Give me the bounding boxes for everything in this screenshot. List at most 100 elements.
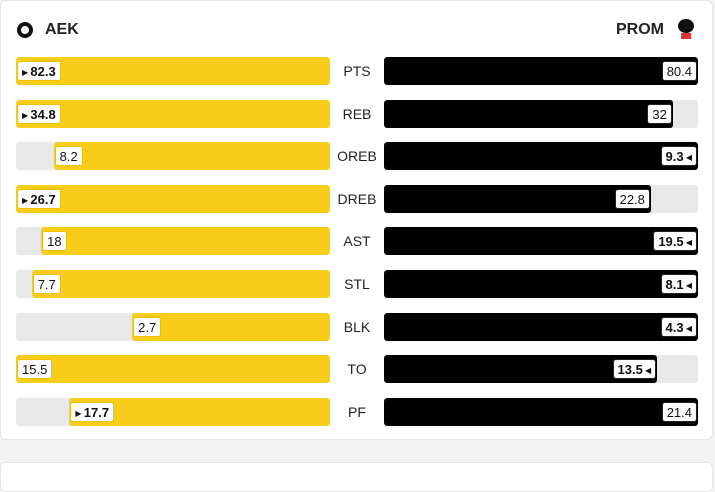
away-stat-value: 80.4 bbox=[661, 61, 697, 81]
home-stat-fill bbox=[16, 184, 330, 213]
leader-arrow-icon: ◀ bbox=[683, 238, 692, 248]
away-stat-bar: 32 bbox=[384, 99, 698, 128]
leader-arrow-icon: ◀ bbox=[683, 153, 692, 163]
home-stat-fill bbox=[53, 142, 330, 171]
next-card bbox=[0, 462, 713, 492]
away-stat-value-text: 19.5 bbox=[658, 234, 684, 250]
away-stat-bar: 80.4 bbox=[384, 57, 698, 85]
stat-row-stl: 7.7 STL 8.1 ◀ bbox=[1, 270, 715, 298]
home-team-name: AEK bbox=[45, 21, 79, 38]
stat-row-to: 15.5 TO 13.5 ◀ bbox=[1, 355, 715, 384]
home-stat-fill bbox=[16, 99, 330, 128]
away-stat-bar: 21.4 bbox=[384, 397, 698, 426]
home-stat-value: 7.7 bbox=[32, 274, 61, 294]
home-stat-bar: 8.2 bbox=[16, 142, 330, 171]
home-stat-bar: ▶ 34.8 bbox=[16, 99, 330, 128]
stat-row-pf: ▶ 17.7 PF 21.4 bbox=[1, 397, 715, 426]
leader-arrow-icon: ◀ bbox=[683, 281, 692, 290]
away-stat-fill bbox=[384, 99, 673, 128]
away-stat-bar: 13.5 ◀ bbox=[384, 355, 698, 384]
away-stat-bar: 9.3 ◀ bbox=[384, 142, 698, 171]
away-stat-bar: 22.8 bbox=[384, 184, 698, 213]
stats-comparison-card: AEK PROM ▶ 82.3 PTS 80.4 ▶ 34.8 REB 32 8.2 OREB… bbox=[0, 0, 713, 440]
home-stat-value-text: 15.5 bbox=[22, 362, 48, 378]
home-stat-bar: 18 bbox=[16, 227, 330, 256]
stat-row-dreb: ▶ 26.7 DREB 22.8 bbox=[1, 184, 715, 213]
away-stat-value-text: 80.4 bbox=[666, 64, 692, 79]
home-team-logo-icon bbox=[17, 22, 33, 38]
leader-arrow-icon: ▶ bbox=[75, 408, 84, 418]
home-stat-value: 18 bbox=[42, 231, 67, 252]
away-stat-value: 4.3 ◀ bbox=[660, 316, 697, 337]
away-stat-fill bbox=[384, 312, 698, 341]
home-stat-fill bbox=[132, 312, 330, 341]
away-stat-bar: 19.5 ◀ bbox=[384, 227, 698, 256]
away-stat-fill bbox=[384, 142, 698, 171]
away-stat-fill bbox=[384, 355, 658, 384]
stat-label: BLK bbox=[343, 318, 371, 335]
leader-arrow-icon: ▶ bbox=[22, 195, 31, 205]
away-stat-bar: 8.1 ◀ bbox=[384, 270, 698, 298]
home-stat-fill bbox=[41, 227, 330, 256]
leader-arrow-icon: ◀ bbox=[642, 366, 652, 376]
away-stat-value-text: 32 bbox=[652, 106, 667, 122]
home-stat-bar: ▶ 17.7 bbox=[16, 397, 330, 426]
home-stat-value: ▶ 34.8 bbox=[17, 103, 61, 124]
away-stat-value-text: 13.5 bbox=[617, 362, 643, 378]
stat-label: AST bbox=[343, 233, 371, 250]
home-stat-value-text: 34.8 bbox=[30, 106, 56, 122]
away-stat-value-text: 4.3 bbox=[665, 319, 684, 335]
stat-row-reb: ▶ 34.8 REB 32 bbox=[1, 99, 715, 128]
away-stat-fill bbox=[384, 184, 651, 213]
home-stat-bar: 2.7 bbox=[16, 312, 330, 341]
home-stat-bar: 7.7 bbox=[16, 270, 330, 298]
away-stat-value: 21.4 bbox=[661, 401, 697, 422]
away-stat-value-text: 21.4 bbox=[666, 404, 692, 420]
stat-label: TO bbox=[347, 361, 367, 378]
home-stat-fill bbox=[31, 270, 330, 298]
stat-label: OREB bbox=[337, 148, 377, 165]
leader-arrow-icon: ▶ bbox=[22, 68, 31, 77]
away-team-name: PROM bbox=[616, 21, 664, 38]
away-stat-value: 13.5 ◀ bbox=[612, 359, 657, 380]
home-stat-value-text: 82.3 bbox=[30, 64, 56, 79]
stat-label: PF bbox=[348, 403, 366, 420]
stat-label: STL bbox=[344, 276, 370, 292]
home-stat-value: 15.5 bbox=[17, 359, 53, 380]
away-stat-value-text: 9.3 bbox=[665, 149, 684, 165]
away-stat-fill bbox=[384, 57, 698, 85]
home-stat-value-text: 7.7 bbox=[37, 277, 56, 292]
away-stat-fill bbox=[384, 397, 698, 426]
away-stat-fill bbox=[384, 227, 698, 256]
away-stat-value: 19.5 ◀ bbox=[653, 231, 697, 252]
stat-label: DREB bbox=[337, 190, 377, 207]
home-stat-value-text: 2.7 bbox=[138, 319, 157, 335]
home-stat-fill bbox=[16, 355, 330, 384]
home-stat-value: ▶ 17.7 bbox=[70, 401, 115, 422]
home-stat-fill bbox=[16, 57, 330, 85]
away-stat-fill bbox=[384, 270, 698, 298]
away-stat-value: 32 bbox=[647, 103, 672, 124]
leader-arrow-icon: ◀ bbox=[683, 323, 692, 333]
home-stat-value: ▶ 82.3 bbox=[17, 61, 61, 81]
home-stat-bar: ▶ 26.7 bbox=[16, 184, 330, 213]
home-stat-bar: ▶ 82.3 bbox=[16, 57, 330, 85]
stat-label: REB bbox=[342, 105, 372, 122]
home-stat-value: ▶ 26.7 bbox=[17, 188, 61, 209]
home-stat-value-text: 8.2 bbox=[59, 149, 78, 165]
home-stat-value-text: 26.7 bbox=[30, 191, 56, 207]
away-stat-bar: 4.3 ◀ bbox=[384, 312, 698, 341]
away-stat-value-text: 22.8 bbox=[619, 191, 645, 207]
stat-row-ast: 18 AST 19.5 ◀ bbox=[1, 227, 715, 256]
away-stat-value-text: 8.1 bbox=[665, 277, 684, 292]
home-stat-bar: 15.5 bbox=[16, 355, 330, 384]
home-stat-value: 8.2 bbox=[54, 146, 83, 167]
away-stat-value: 8.1 ◀ bbox=[660, 274, 697, 294]
home-stat-value-text: 18 bbox=[47, 234, 62, 250]
leader-arrow-icon: ▶ bbox=[22, 110, 31, 120]
away-stat-value: 9.3 ◀ bbox=[660, 146, 697, 167]
stat-row-pts: ▶ 82.3 PTS 80.4 bbox=[1, 57, 715, 85]
stat-row-blk: 2.7 BLK 4.3 ◀ bbox=[1, 312, 715, 341]
away-stat-value: 22.8 bbox=[614, 188, 650, 209]
stat-row-oreb: 8.2 OREB 9.3 ◀ bbox=[1, 142, 715, 171]
